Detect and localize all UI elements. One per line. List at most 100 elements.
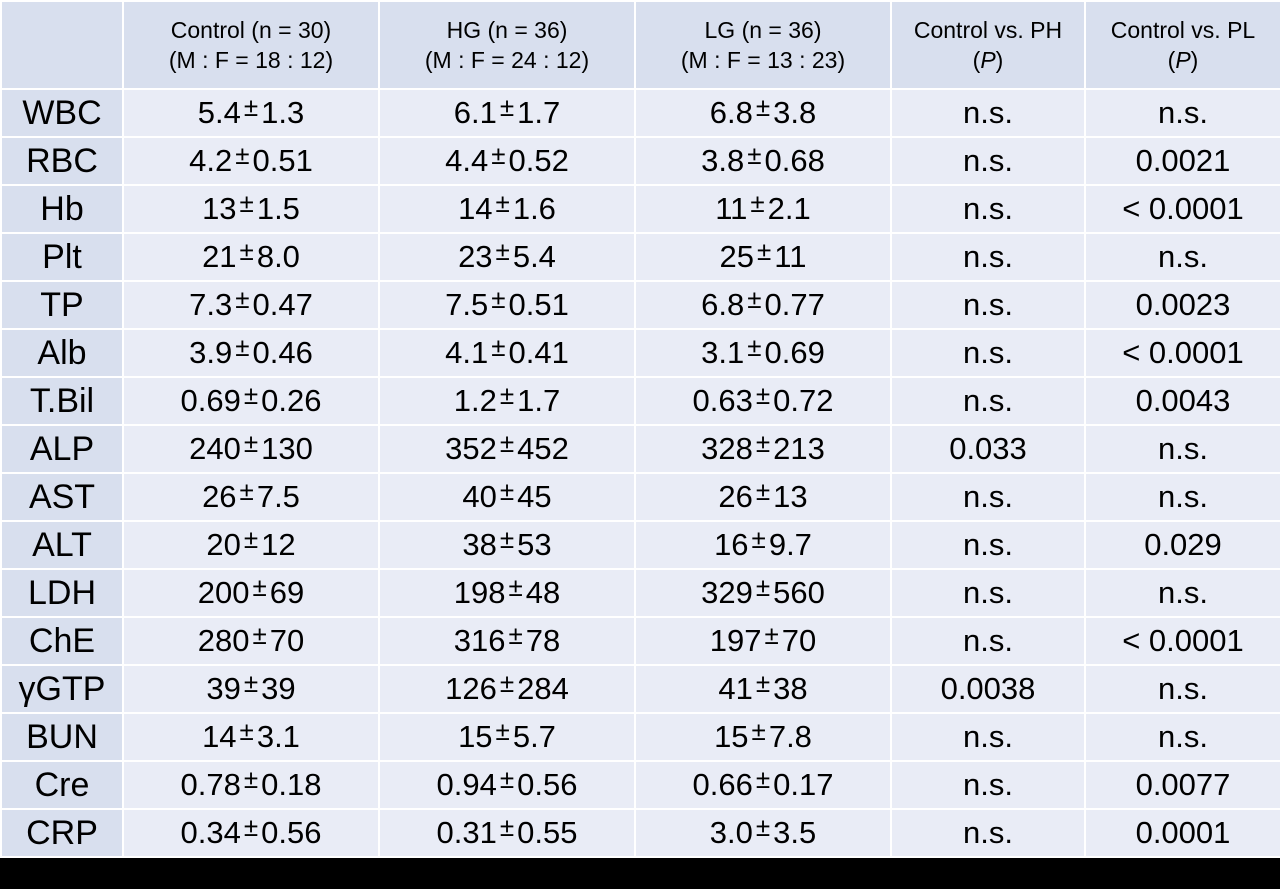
- plus-minus-symbol: ±: [751, 524, 766, 554]
- plus-minus-symbol: ±: [755, 764, 771, 794]
- hg-mean: 4.4: [445, 143, 489, 178]
- plus-minus-symbol: ±: [243, 668, 259, 698]
- parameter-name: RBC: [0, 136, 124, 186]
- header-lg-title: LG (n = 36): [704, 17, 822, 43]
- plus-minus-symbol: ±: [755, 428, 771, 458]
- hg-value-cell: 4.1 ±0.41: [378, 328, 636, 378]
- header-control: Control (n = 30) (M : F = 18 : 12): [122, 0, 380, 90]
- lab-results-table: Control (n = 30) (M : F = 18 : 12) HG (n…: [0, 0, 1280, 858]
- parameter-name: T.Bil: [0, 376, 124, 426]
- p-value-control-vs-ph: 0.0038: [890, 664, 1086, 714]
- table-row: WBC 5.4 ±1.3 6.1 ±1.7 6.8 ±3.8 n.s. n.s.: [0, 88, 1280, 138]
- plus-minus-symbol: ±: [252, 620, 267, 650]
- parameter-name: TP: [0, 280, 124, 330]
- plus-minus-symbol: ±: [499, 524, 515, 554]
- control-value-cell: 280 ±70: [122, 616, 380, 666]
- p-value-control-vs-ph: n.s.: [890, 520, 1086, 570]
- hg-sd: 0.56: [517, 767, 578, 802]
- lg-mean: 0.66: [692, 767, 753, 802]
- lg-sd: 213: [773, 431, 825, 466]
- lg-mean: 25: [719, 239, 754, 274]
- header-lg: LG (n = 36) (M : F = 13 : 23): [634, 0, 892, 90]
- p-value-control-vs-ph: n.s.: [890, 136, 1086, 186]
- hg-mean: 23: [458, 239, 493, 274]
- lg-sd: 0.77: [764, 287, 825, 322]
- table-row: RBC 4.2 ±0.51 4.4 ±0.52 3.8 ±0.68 n.s. 0.0021: [0, 136, 1280, 186]
- lg-sd: 9.7: [768, 527, 812, 562]
- plus-minus-symbol: ±: [508, 620, 523, 650]
- plus-minus-symbol: ±: [495, 188, 510, 218]
- p-value-control-vs-pl: n.s.: [1084, 568, 1280, 618]
- lg-mean: 41: [718, 671, 753, 706]
- plus-minus-symbol: ±: [499, 668, 515, 698]
- control-value-cell: 21 ±8.0: [122, 232, 380, 282]
- plus-minus-symbol: ±: [495, 716, 510, 746]
- plus-minus-symbol: ±: [491, 284, 506, 314]
- control-value-cell: 0.78 ±0.18: [122, 760, 380, 810]
- plus-minus-symbol: ±: [239, 236, 254, 266]
- plus-minus-symbol: ±: [499, 428, 515, 458]
- p-value-control-vs-pl: < 0.0001: [1084, 616, 1280, 666]
- table-row: Alb 3.9 ±0.46 4.1 ±0.41 3.1 ±0.69 n.s. < 0.0001: [0, 328, 1280, 378]
- lg-sd: 38: [773, 671, 808, 706]
- plus-minus-symbol: ±: [239, 716, 254, 746]
- lg-value-cell: 197 ±70: [634, 616, 892, 666]
- control-sd: 0.56: [261, 815, 322, 850]
- control-mean: 3.9: [189, 335, 233, 370]
- lg-sd: 3.8: [773, 95, 817, 130]
- hg-sd: 1.7: [517, 95, 561, 130]
- p-value-control-vs-pl: n.s.: [1084, 88, 1280, 138]
- plus-minus-symbol: ±: [508, 572, 523, 602]
- parameter-name: Hb: [0, 184, 124, 234]
- control-value-cell: 3.9 ±0.46: [122, 328, 380, 378]
- plus-minus-symbol: ±: [499, 92, 515, 122]
- control-value-cell: 200 ±69: [122, 568, 380, 618]
- hg-value-cell: 14 ±1.6: [378, 184, 636, 234]
- table-row: TP 7.3 ±0.47 7.5 ±0.51 6.8 ±0.77 n.s. 0.0023: [0, 280, 1280, 330]
- p-value-control-vs-ph: n.s.: [890, 616, 1086, 666]
- lg-sd: 0.69: [764, 335, 825, 370]
- paren-close: ): [1190, 47, 1199, 73]
- control-sd: 0.18: [261, 767, 322, 802]
- control-sd: 8.0: [256, 239, 300, 274]
- header-control-title: Control (n = 30): [170, 17, 332, 43]
- table-row: Plt 21 ±8.0 23 ±5.4 25 ±11 n.s. n.s.: [0, 232, 1280, 282]
- lg-mean: 16: [714, 527, 749, 562]
- lg-value-cell: 41 ±38: [634, 664, 892, 714]
- bottom-black-bar: [0, 870, 1280, 889]
- p-value-control-vs-ph: n.s.: [890, 88, 1086, 138]
- header-p-ph-label: (P): [893, 45, 1083, 75]
- hg-value-cell: 7.5 ±0.51: [378, 280, 636, 330]
- hg-mean: 352: [445, 431, 497, 466]
- lg-sd: 13: [773, 479, 808, 514]
- table-row: BUN 14 ±3.1 15 ±5.7 15 ±7.8 n.s. n.s.: [0, 712, 1280, 762]
- lg-mean: 6.8: [709, 95, 753, 130]
- control-mean: 14: [202, 719, 237, 754]
- control-mean: 0.34: [180, 815, 241, 850]
- hg-sd: 5.4: [512, 239, 556, 274]
- plus-minus-symbol: ±: [751, 716, 766, 746]
- p-value-control-vs-pl: 0.029: [1084, 520, 1280, 570]
- plus-minus-symbol: ±: [243, 380, 259, 410]
- parameter-name: γGTP: [0, 664, 124, 714]
- lg-value-cell: 6.8 ±3.8: [634, 88, 892, 138]
- parameter-name: CRP: [0, 808, 124, 858]
- hg-mean: 7.5: [445, 287, 489, 322]
- hg-value-cell: 40 ±45: [378, 472, 636, 522]
- lg-mean: 329: [701, 575, 753, 610]
- parameter-name: WBC: [0, 88, 124, 138]
- control-sd: 39: [261, 671, 296, 706]
- p-value-control-vs-ph: 0.033: [890, 424, 1086, 474]
- lg-sd: 0.17: [773, 767, 834, 802]
- paren-open: (: [1167, 47, 1176, 73]
- plus-minus-symbol: ±: [499, 764, 515, 794]
- p-value-control-vs-ph: n.s.: [890, 472, 1086, 522]
- plus-minus-symbol: ±: [243, 764, 259, 794]
- hg-mean: 6.1: [453, 95, 497, 130]
- hg-value-cell: 352 ±452: [378, 424, 636, 474]
- plus-minus-symbol: ±: [243, 524, 259, 554]
- plus-minus-symbol: ±: [757, 236, 772, 266]
- plus-minus-symbol: ±: [755, 476, 771, 506]
- control-sd: 69: [269, 575, 305, 610]
- control-value-cell: 7.3 ±0.47: [122, 280, 380, 330]
